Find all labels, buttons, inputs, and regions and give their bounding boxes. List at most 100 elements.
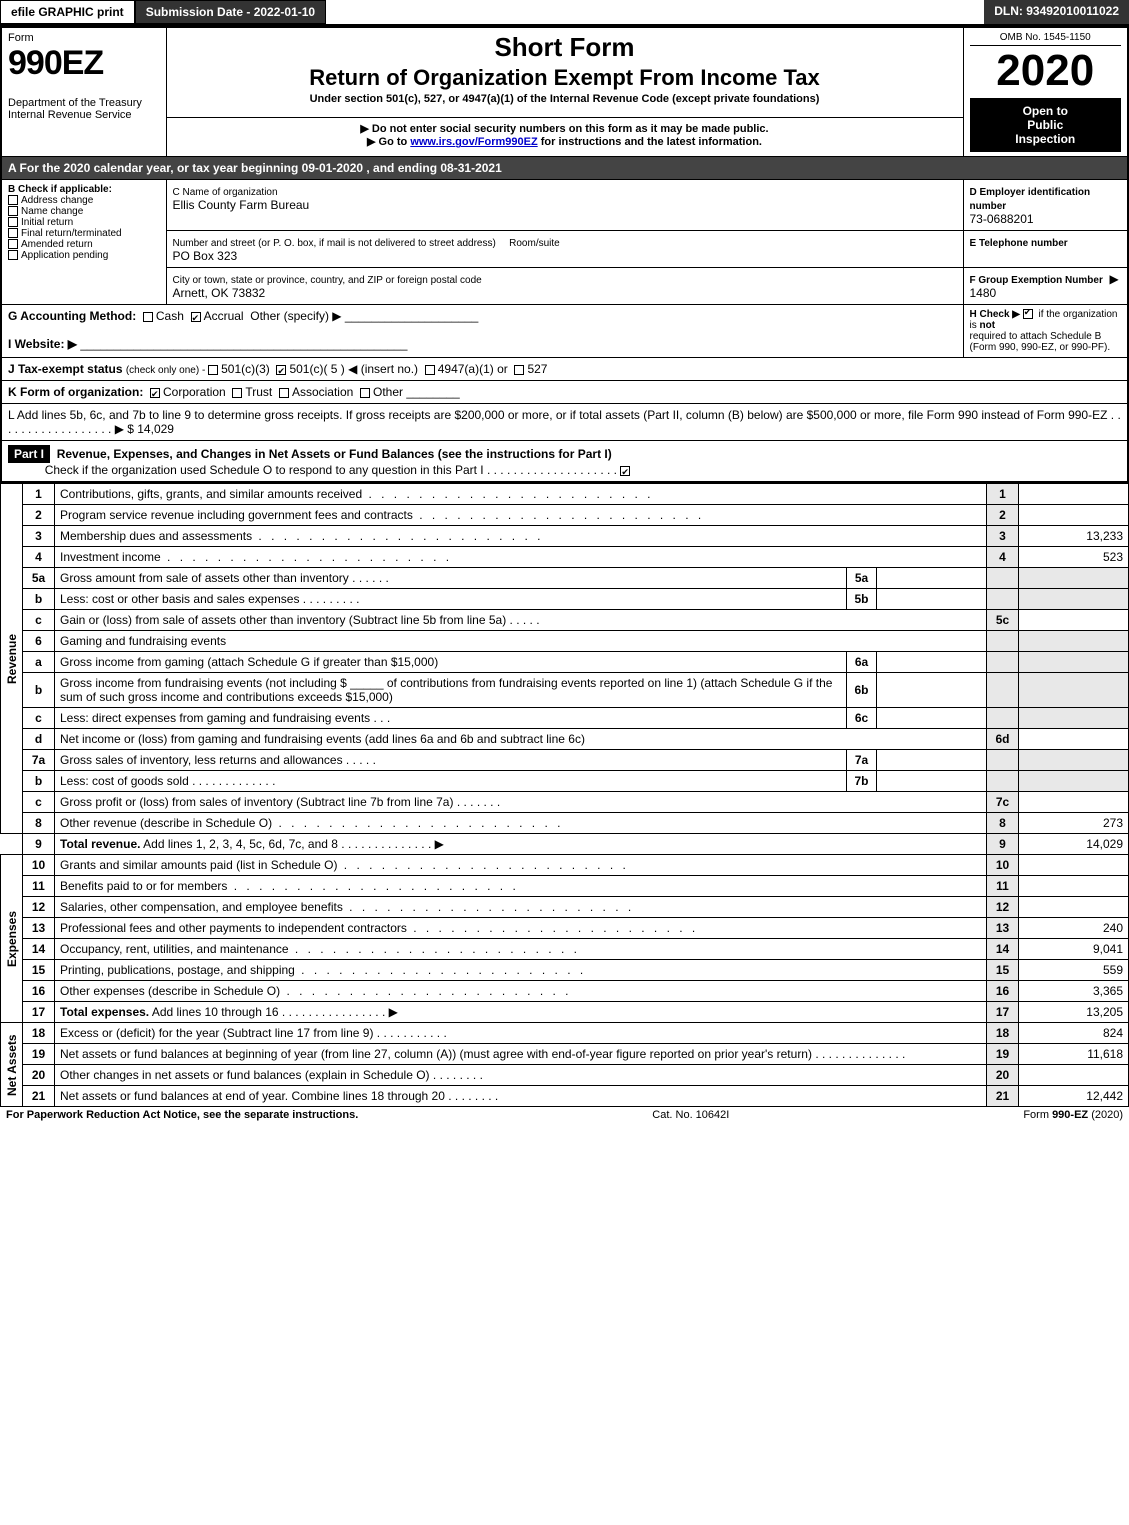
line-14-val: 9,041	[1019, 939, 1129, 960]
checkbox-name-change[interactable]	[8, 206, 18, 216]
checkbox-schedule-o[interactable]	[620, 466, 630, 476]
line-8-text: Other revenue (describe in Schedule O)	[60, 816, 272, 830]
dept-treasury: Department of the Treasury	[8, 97, 160, 109]
checkbox-501c[interactable]	[276, 365, 286, 375]
org-name-label: C Name of organization	[173, 187, 278, 198]
row-h-not: not	[980, 320, 996, 331]
other-specify-label: Other (specify) ▶	[250, 309, 341, 323]
line-14-text: Occupancy, rent, utilities, and maintena…	[60, 942, 289, 956]
open-to-label: Open to	[970, 104, 1122, 118]
line-7b-num: b	[23, 771, 55, 792]
checkbox-association[interactable]	[279, 388, 289, 398]
line-13-col: 13	[987, 918, 1019, 939]
line-19-num: 19	[23, 1044, 55, 1065]
line-5c-text: Gain or (loss) from sale of assets other…	[60, 613, 506, 627]
row-h-label: H Check ▶	[970, 309, 1020, 320]
line-5a-sub: 5a	[847, 568, 877, 589]
main-title: Return of Organization Exempt From Incom…	[173, 65, 957, 91]
line-6-num: 6	[23, 631, 55, 652]
line-6c-subval	[877, 708, 987, 729]
line-21-col: 21	[987, 1086, 1019, 1107]
line-6d-num: d	[23, 729, 55, 750]
revenue-side-label: Revenue	[1, 484, 23, 834]
application-pending-label: Application pending	[21, 250, 108, 261]
group-exemption-label: F Group Exemption Number	[970, 275, 1103, 286]
accounting-method-label: G Accounting Method:	[8, 309, 136, 323]
checkbox-accrual[interactable]	[191, 312, 201, 322]
line-16-val: 3,365	[1019, 981, 1129, 1002]
room-label: Room/suite	[509, 238, 560, 249]
line-5a-subval	[877, 568, 987, 589]
checkbox-address-change[interactable]	[8, 195, 18, 205]
corporation-label: Corporation	[163, 385, 226, 399]
line-6b-subval	[877, 673, 987, 708]
line-9-text: Add lines 1, 2, 3, 4, 5c, 6d, 7c, and 8	[140, 837, 337, 851]
public-label: Public	[970, 118, 1122, 132]
line-3-col: 3	[987, 526, 1019, 547]
checkbox-527[interactable]	[514, 365, 524, 375]
accrual-label: Accrual	[204, 309, 244, 323]
tax-exempt-label: J Tax-exempt status	[8, 362, 126, 376]
checkbox-cash[interactable]	[143, 312, 153, 322]
line-4-col: 4	[987, 547, 1019, 568]
checkbox-other-org[interactable]	[360, 388, 370, 398]
goto-instructions: ▶ Go to www.irs.gov/Form990EZ for instru…	[173, 135, 957, 148]
opt-527: 527	[527, 362, 547, 376]
line-7a-num: 7a	[23, 750, 55, 771]
line-10-num: 10	[23, 855, 55, 876]
efile-button[interactable]: efile GRAPHIC print	[0, 0, 135, 24]
line-12-text: Salaries, other compensation, and employ…	[60, 900, 343, 914]
dept-irs: Internal Revenue Service	[8, 109, 160, 121]
checkbox-amended-return[interactable]	[8, 239, 18, 249]
line-16-num: 16	[23, 981, 55, 1002]
name-change-label: Name change	[21, 206, 83, 217]
line-8-col: 8	[987, 813, 1019, 834]
line-10-col: 10	[987, 855, 1019, 876]
paperwork-notice: For Paperwork Reduction Act Notice, see …	[6, 1109, 358, 1121]
expenses-side-label: Expenses	[1, 855, 23, 1023]
final-return-label: Final return/terminated	[21, 228, 122, 239]
opt-501c: 501(c)( 5 ) ◀ (insert no.)	[289, 362, 418, 376]
city-label: City or town, state or province, country…	[173, 275, 482, 286]
checkbox-trust[interactable]	[232, 388, 242, 398]
line-7a-subval	[877, 750, 987, 771]
line-16-col: 16	[987, 981, 1019, 1002]
submission-date-button[interactable]: Submission Date - 2022-01-10	[135, 0, 326, 24]
line-4-val: 523	[1019, 547, 1129, 568]
line-7a-sub: 7a	[847, 750, 877, 771]
form-header-table: Form 990EZ Department of the Treasury In…	[0, 26, 1129, 483]
line-17-val: 13,205	[1019, 1002, 1129, 1023]
line-16-text: Other expenses (describe in Schedule O)	[60, 984, 280, 998]
inspection-box: Open to Public Inspection	[970, 98, 1122, 152]
inspection-label: Inspection	[970, 132, 1122, 146]
line-19-text: Net assets or fund balances at beginning…	[60, 1047, 812, 1061]
cat-no: Cat. No. 10642I	[652, 1109, 729, 1121]
ein-value: 73-0688201	[970, 212, 1034, 226]
checkbox-501c3[interactable]	[208, 365, 218, 375]
line-10-text: Grants and similar amounts paid (list in…	[60, 858, 337, 872]
checkbox-corporation[interactable]	[150, 388, 160, 398]
top-bar: efile GRAPHIC print Submission Date - 20…	[0, 0, 1129, 26]
checkbox-application-pending[interactable]	[8, 250, 18, 260]
part-1-title: Revenue, Expenses, and Changes in Net As…	[57, 447, 612, 461]
checkbox-4947[interactable]	[425, 365, 435, 375]
part-1-lines-table: Revenue 1 Contributions, gifts, grants, …	[0, 483, 1129, 1107]
line-5a-text: Gross amount from sale of assets other t…	[60, 571, 349, 585]
irs-link[interactable]: www.irs.gov/Form990EZ	[410, 136, 537, 148]
checkbox-schedule-b[interactable]	[1023, 309, 1033, 319]
line-20-val	[1019, 1065, 1129, 1086]
line-6b-text1: Gross income from fundraising events (no…	[60, 676, 347, 690]
line-6b-num: b	[23, 673, 55, 708]
line-14-col: 14	[987, 939, 1019, 960]
line-17-num: 17	[23, 1002, 55, 1023]
line-6a-text: Gross income from gaming (attach Schedul…	[60, 655, 438, 669]
checkbox-initial-return[interactable]	[8, 217, 18, 227]
city-value: Arnett, OK 73832	[173, 286, 266, 300]
checkbox-final-return[interactable]	[8, 228, 18, 238]
line-15-val: 559	[1019, 960, 1129, 981]
address-label: Number and street (or P. O. box, if mail…	[173, 238, 496, 249]
line-6d-val	[1019, 729, 1129, 750]
line-1-num: 1	[23, 484, 55, 505]
line-5c-col: 5c	[987, 610, 1019, 631]
form-ref: Form 990-EZ (2020)	[1023, 1109, 1123, 1121]
